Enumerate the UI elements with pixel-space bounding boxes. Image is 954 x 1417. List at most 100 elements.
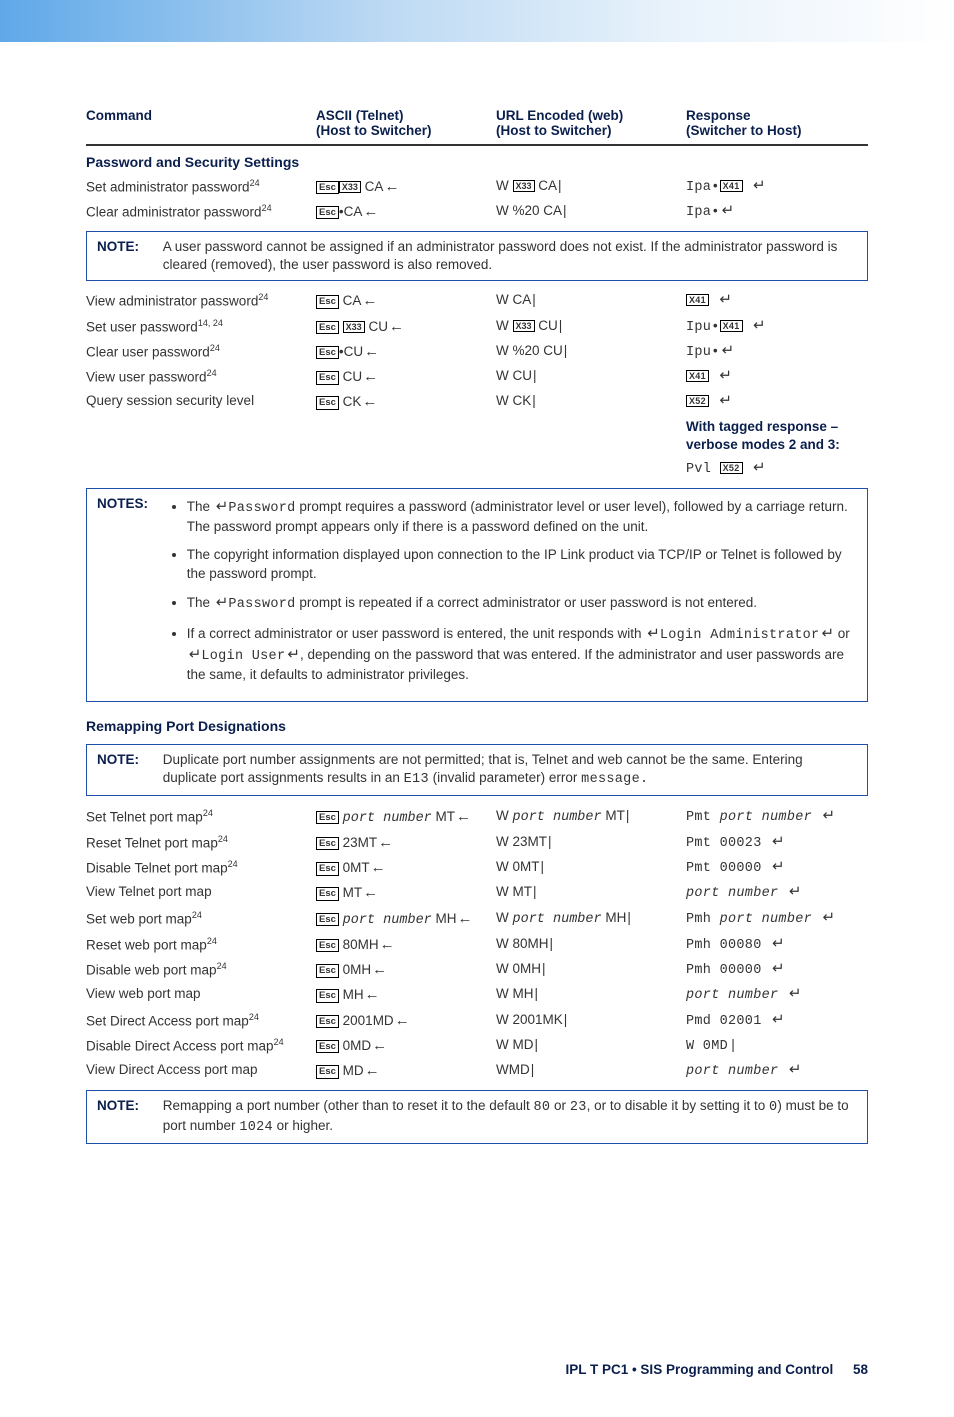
cmd-name: Reset Telnet port map24 (86, 833, 316, 853)
cmd-ascii: Esc 0MH (316, 960, 496, 980)
cmd-response: port number (686, 1061, 866, 1081)
cmd-ascii: Esc 2001MD (316, 1011, 496, 1031)
cmd-url: W 80MH (496, 935, 686, 953)
cmd-ascii: EscCU (316, 342, 496, 362)
note-text: A user password cannot be assigned if an… (163, 238, 853, 274)
cmd-ascii: Esc X33 CU (316, 317, 496, 337)
cmd-url: W CU (496, 367, 686, 385)
table-header: Command ASCII (Telnet)(Host to Switcher)… (86, 104, 868, 146)
page-number: 58 (837, 1362, 868, 1377)
cmd-name: Set user password14, 24 (86, 317, 316, 337)
cmd-ascii: Esc port number MH (316, 909, 496, 930)
table-row: Disable Direct Access port map24Esc 0MDW… (86, 1033, 868, 1058)
table-row: View Telnet port mapEsc MTW MTport numbe… (86, 881, 868, 906)
note-box-1: NOTE: A user password cannot be assigned… (86, 231, 868, 281)
section-2-rows: Set Telnet port map24Esc port number MTW… (86, 804, 868, 1084)
notes-label: NOTES: (97, 495, 169, 513)
cmd-name: Clear administrator password24 (86, 202, 316, 222)
hdr-command: Command (86, 108, 316, 138)
cmd-name: View Direct Access port map (86, 1061, 316, 1079)
cmd-ascii: Esc CA (316, 291, 496, 311)
top-gradient-bar (0, 0, 954, 44)
cmd-name: Disable Direct Access port map24 (86, 1036, 316, 1056)
cmd-response: port number (686, 883, 866, 903)
cmd-ascii: EscCA (316, 202, 496, 222)
cmd-name: View web port map (86, 985, 316, 1003)
cmd-url: W 0MH (496, 960, 686, 978)
table-row: View user password24Esc CUW CUX41 (86, 365, 868, 390)
cmd-ascii: Esc 80MH (316, 935, 496, 955)
cmd-name: View user password24 (86, 367, 316, 387)
footer-text: IPL T PC1 • SIS Programming and Control (565, 1362, 833, 1377)
section-1-title: Password and Security Settings (86, 146, 868, 174)
cmd-url: W port number MT (496, 807, 686, 827)
cmd-response: X41 (686, 367, 866, 387)
cmd-name: View administrator password24 (86, 291, 316, 311)
cmd-name: Clear user password24 (86, 342, 316, 362)
note-item: The Password prompt requires a password … (187, 497, 853, 536)
table-row: Set Direct Access port map24Esc 2001MDW … (86, 1008, 868, 1033)
cmd-ascii: Esc MH (316, 985, 496, 1005)
cmd-ascii: Esc CU (316, 367, 496, 387)
cmd-name: Query session security level (86, 392, 316, 410)
cmd-response: X52 (686, 392, 866, 412)
table-row: Set user password14, 24Esc X33 CUW X33 C… (86, 314, 868, 339)
notes-list: The Password prompt requires a password … (173, 497, 853, 685)
cmd-url: W CA (496, 291, 686, 309)
cmd-response: Pmh 00080 (686, 935, 866, 955)
cmd-name: Set administrator password24 (86, 177, 316, 197)
section-1a-rows: Set administrator password24EscX33 CAW X… (86, 174, 868, 225)
cmd-name: Set Telnet port map24 (86, 807, 316, 827)
table-row: View web port mapEsc MHW MHport number (86, 983, 868, 1008)
cmd-response: Pmt 00023 (686, 833, 866, 853)
cmd-url: W %20 CU (496, 342, 686, 360)
cmd-url: W MH (496, 985, 686, 1003)
cmd-response: port number (686, 985, 866, 1005)
hdr-url: URL Encoded (web)(Host to Switcher) (496, 108, 686, 138)
cmd-ascii: Esc port number MT (316, 807, 496, 828)
cmd-response: X41 (686, 291, 866, 311)
cmd-response: Pmt 00000 (686, 858, 866, 878)
tagged-response-header: With tagged response –verbose modes 2 an… (86, 415, 868, 456)
hdr-response: Response(Switcher to Host) (686, 108, 866, 138)
cmd-name: Set web port map24 (86, 909, 316, 929)
cmd-response: Ipa (686, 202, 866, 222)
cmd-ascii: Esc 0MT (316, 858, 496, 878)
cmd-response: IpuX41 (686, 317, 866, 337)
notes-box-2: NOTES: The Password prompt requires a pa… (86, 488, 868, 702)
cmd-ascii: Esc 0MD (316, 1036, 496, 1056)
cmd-response: Pmt port number (686, 807, 866, 827)
cmd-ascii: Esc MD (316, 1061, 496, 1081)
note-item: If a correct administrator or user passw… (187, 624, 853, 685)
cmd-response: Ipu (686, 342, 866, 362)
cmd-name: View Telnet port map (86, 883, 316, 901)
table-row: Set web port map24Esc port number MHW po… (86, 906, 868, 932)
hdr-ascii: ASCII (Telnet)(Host to Switcher) (316, 108, 496, 138)
table-row: Clear user password24EscCUW %20 CUIpu (86, 339, 868, 364)
cmd-url: W 2001MK (496, 1011, 686, 1029)
cmd-url: W X33 CA (496, 177, 686, 195)
note-label: NOTE: (97, 238, 159, 256)
table-row: View administrator password24Esc CAW CAX… (86, 289, 868, 314)
cmd-name: Set Direct Access port map24 (86, 1011, 316, 1031)
table-row: Disable web port map24Esc 0MHW 0MHPmh 00… (86, 958, 868, 983)
cmd-response: Pmh port number (686, 909, 866, 929)
cmd-url: W MT (496, 883, 686, 901)
section-1b-rows: View administrator password24Esc CAW CAX… (86, 289, 868, 415)
table-row: Set administrator password24EscX33 CAW X… (86, 174, 868, 199)
cmd-url: W CK (496, 392, 686, 410)
cmd-url: W 0MT (496, 858, 686, 876)
page-body: Command ASCII (Telnet)(Host to Switcher)… (0, 44, 954, 1417)
note-text: Duplicate port number assignments are no… (163, 751, 853, 789)
table-row: Reset Telnet port map24Esc 23MTW 23MTPmt… (86, 830, 868, 855)
cmd-ascii: Esc 23MT (316, 833, 496, 853)
table-row: Query session security levelEsc CKW CKX5… (86, 390, 868, 415)
note-label: NOTE: (97, 1097, 159, 1115)
section-2-title: Remapping Port Designations (86, 710, 868, 738)
cmd-name: Disable web port map24 (86, 960, 316, 980)
page-footer: IPL T PC1 • SIS Programming and Control … (86, 1152, 868, 1377)
cmd-response: IpaX41 (686, 177, 866, 197)
cmd-url: WMD (496, 1061, 686, 1079)
cmd-url: W 23MT (496, 833, 686, 851)
note-text: Remapping a port number (other than to r… (163, 1097, 853, 1137)
